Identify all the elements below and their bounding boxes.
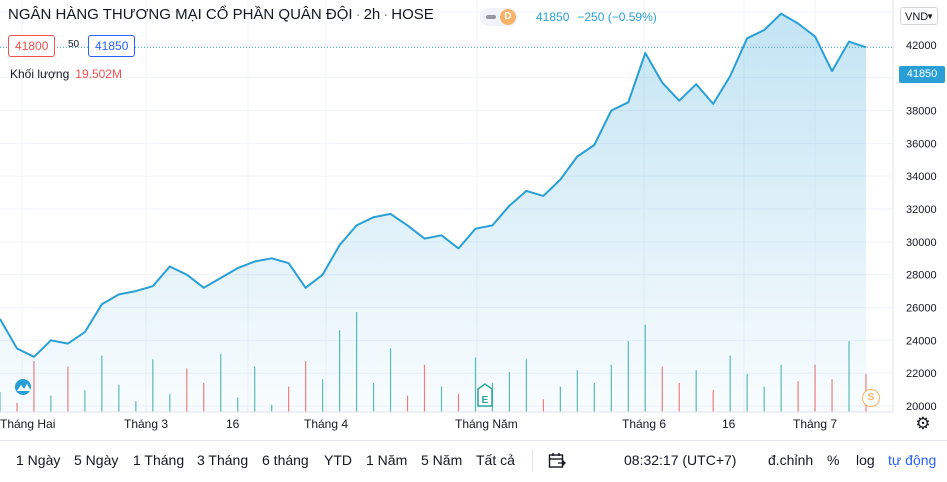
- range-3m[interactable]: 3 Tháng: [197, 452, 249, 468]
- y-tick-label: 26000: [906, 303, 937, 315]
- x-tick-label: 16: [722, 417, 736, 431]
- range-1m[interactable]: 1 Tháng: [133, 452, 185, 468]
- y-axis-labels: 20000 22000 24000 26000 28000 30000 32000 34000…: [906, 7, 937, 413]
- range-1y[interactable]: 1 Năm: [366, 452, 408, 468]
- y-tick-label: 32000: [906, 204, 937, 216]
- y-tick-label: 24000: [906, 335, 937, 347]
- split-icon[interactable]: S: [862, 389, 880, 407]
- price-line: [0, 12, 867, 358]
- range-5y[interactable]: 5 Năm: [421, 452, 463, 468]
- x-tick-label: 16: [226, 417, 240, 431]
- x-tick-label: Tháng 6: [622, 417, 666, 431]
- range-ytd[interactable]: YTD: [324, 452, 352, 468]
- x-tick-label: Tháng 3: [124, 417, 168, 431]
- x-tick-label: Tháng 7: [793, 417, 837, 431]
- symbol-title[interactable]: NGÂN HÀNG THƯƠNG MẠI CỔ PHẦN QUÂN ĐỘI · 2h…: [8, 6, 434, 23]
- price-change: −250 (−0.59%): [577, 10, 657, 24]
- earnings-icon[interactable]: E: [477, 383, 493, 407]
- company-name: NGÂN HÀNG THƯƠNG MẠI CỔ PHẦN QUÂN ĐỘI: [8, 6, 353, 23]
- price-area: [0, 13, 866, 412]
- y-tick-label: 22000: [906, 368, 937, 380]
- y-tick-label: 42000: [906, 40, 937, 52]
- sell-button[interactable]: 41800: [8, 35, 56, 57]
- price-summary: 41850 −250 (−0.59%): [536, 10, 665, 24]
- data-toggle[interactable]: D: [480, 8, 518, 26]
- buy-button[interactable]: 41850: [88, 35, 136, 57]
- x-tick-label: Tháng Năm: [455, 417, 518, 431]
- currency-select[interactable]: VND ▼: [900, 7, 938, 25]
- delayed-icon: D: [500, 9, 516, 25]
- volume-legend: Khối lượng 19.502M: [10, 67, 122, 81]
- volume-label: Khối lượng: [10, 67, 70, 81]
- log-toggle[interactable]: log: [856, 452, 875, 468]
- volume-value: 19.502M: [75, 67, 122, 81]
- range-all[interactable]: Tất cả: [476, 452, 515, 468]
- bottom-toolbar: 1 Ngày 5 Ngày 1 Tháng 3 Tháng 6 tháng YT…: [0, 440, 947, 482]
- y-tick-label: 34000: [906, 171, 937, 183]
- date-range-icon[interactable]: [548, 452, 566, 470]
- timezone-clock[interactable]: 08:32:17 (UTC+7): [624, 452, 737, 468]
- x-tick-label: Tháng 4: [304, 417, 348, 431]
- interval-label: 2h: [363, 6, 381, 23]
- x-axis-labels: Tháng Hai Tháng 3 16 Tháng 4 Tháng Năm Tháng …: [0, 417, 837, 431]
- auto-scale-toggle[interactable]: tự động: [888, 452, 937, 468]
- last-price: 41850: [536, 10, 570, 24]
- gear-icon[interactable]: ⚙: [915, 414, 931, 433]
- y-tick-label: 38000: [906, 106, 937, 118]
- percent-toggle[interactable]: %: [827, 452, 840, 468]
- adjust-toggle[interactable]: đ.chỉnh: [768, 452, 814, 468]
- svg-text:E: E: [482, 395, 489, 406]
- y-tick-label: 20000: [906, 401, 937, 413]
- y-tick-label: 28000: [906, 270, 937, 282]
- range-1d[interactable]: 1 Ngày: [16, 452, 61, 468]
- minus-icon: [486, 15, 496, 19]
- currency-label: VND: [905, 11, 929, 23]
- last-price-tag: 41850: [899, 66, 945, 83]
- toolbar-divider: [532, 450, 533, 472]
- y-tick-label: 36000: [906, 138, 937, 150]
- price-chart[interactable]: 20000 22000 24000 26000 28000 30000 32000 34000…: [0, 0, 947, 440]
- x-tick-label: Tháng Hai: [0, 417, 55, 431]
- cloud-logo-icon: [15, 379, 31, 395]
- chevron-down-icon: ▼: [926, 12, 934, 21]
- range-6m[interactable]: 6 tháng: [262, 452, 309, 468]
- exchange-label: HOSE: [391, 6, 434, 23]
- y-tick-label: 30000: [906, 237, 937, 249]
- range-5d[interactable]: 5 Ngày: [74, 452, 119, 468]
- spread-value: 50: [68, 39, 80, 50]
